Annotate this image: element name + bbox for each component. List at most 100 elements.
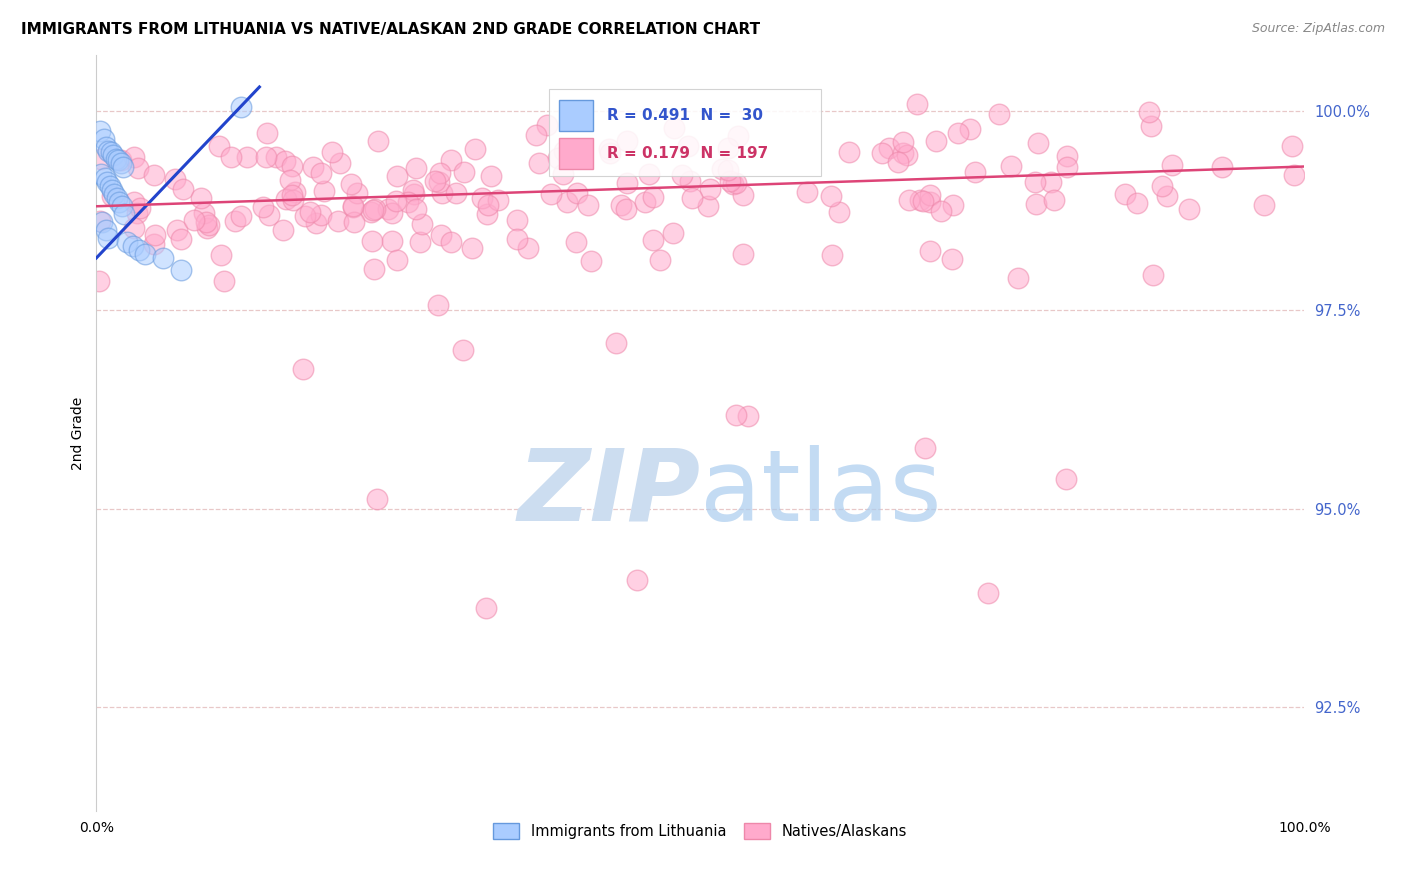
Point — [166, 223, 188, 237]
Point — [727, 128, 749, 143]
Point — [662, 121, 685, 136]
Point — [97, 231, 120, 245]
Point — [100, 145, 122, 160]
Point — [91, 215, 114, 229]
Point — [920, 194, 942, 209]
Point — [122, 194, 145, 209]
Point — [299, 204, 322, 219]
Point — [377, 202, 399, 216]
Point — [342, 200, 364, 214]
Point — [699, 182, 721, 196]
Point — [94, 223, 117, 237]
Point — [477, 207, 499, 221]
Point — [134, 247, 156, 261]
Point — [914, 441, 936, 455]
Point — [614, 202, 637, 216]
Point — [486, 193, 509, 207]
Point — [252, 200, 274, 214]
Point — [280, 173, 302, 187]
Point — [387, 169, 409, 184]
Point — [517, 241, 540, 255]
Point — [453, 165, 475, 179]
Point — [912, 194, 935, 208]
Point — [301, 161, 323, 175]
Point — [396, 195, 419, 210]
Point — [828, 204, 851, 219]
Point — [581, 254, 603, 268]
Point — [1284, 168, 1306, 182]
Point — [1281, 138, 1303, 153]
Point — [1178, 202, 1201, 216]
Point — [172, 181, 194, 195]
Point — [444, 186, 467, 201]
Point — [89, 214, 111, 228]
Point — [256, 126, 278, 140]
Point — [190, 191, 212, 205]
Point — [838, 145, 860, 160]
Point — [565, 186, 588, 200]
FancyBboxPatch shape — [560, 100, 593, 131]
Point — [163, 172, 186, 186]
Point — [112, 207, 135, 221]
Point — [103, 147, 125, 161]
Point — [737, 409, 759, 423]
Legend: Immigrants from Lithuania, Natives/Alaskans: Immigrants from Lithuania, Natives/Alask… — [488, 818, 914, 845]
Point — [219, 150, 242, 164]
Point — [212, 274, 235, 288]
Point — [195, 214, 218, 228]
Point — [198, 218, 221, 232]
Point — [717, 162, 740, 177]
Y-axis label: 2nd Grade: 2nd Grade — [72, 396, 86, 469]
Point — [183, 212, 205, 227]
Point — [264, 151, 287, 165]
Point — [1139, 119, 1161, 133]
Point — [229, 209, 252, 223]
Point — [427, 175, 450, 189]
Point — [405, 161, 427, 175]
Point — [681, 191, 703, 205]
Point — [479, 169, 502, 183]
Point — [887, 155, 910, 169]
Point — [905, 96, 928, 111]
Point — [224, 214, 246, 228]
Point — [505, 232, 527, 246]
Point — [1056, 149, 1078, 163]
Point — [281, 187, 304, 202]
Point — [638, 167, 661, 181]
Point — [908, 193, 931, 207]
Point — [1024, 175, 1046, 189]
Point — [671, 168, 693, 182]
Point — [321, 145, 343, 160]
Point — [291, 361, 314, 376]
Point — [329, 156, 352, 170]
Point — [103, 187, 125, 202]
Point — [385, 253, 408, 268]
Point — [1137, 104, 1160, 119]
Point — [105, 191, 128, 205]
Point — [1142, 268, 1164, 283]
Point — [475, 600, 498, 615]
Point — [343, 214, 366, 228]
Point — [440, 235, 463, 249]
Point — [676, 138, 699, 153]
Point — [326, 214, 349, 228]
Point — [918, 244, 941, 259]
Point — [547, 151, 569, 165]
Point — [959, 121, 981, 136]
Point — [309, 208, 332, 222]
Point — [1025, 196, 1047, 211]
Point — [125, 206, 148, 220]
Point — [311, 166, 333, 180]
Point — [170, 231, 193, 245]
Point — [820, 188, 842, 202]
Point — [1056, 161, 1078, 175]
Point — [143, 236, 166, 251]
Text: R = 0.491  N =  30: R = 0.491 N = 30 — [607, 108, 763, 123]
Point — [195, 220, 218, 235]
Text: R = 0.179  N = 197: R = 0.179 N = 197 — [607, 146, 769, 161]
Point — [145, 227, 167, 242]
Point — [616, 134, 638, 148]
Point — [111, 160, 134, 174]
Point — [94, 139, 117, 153]
Point — [364, 202, 387, 216]
